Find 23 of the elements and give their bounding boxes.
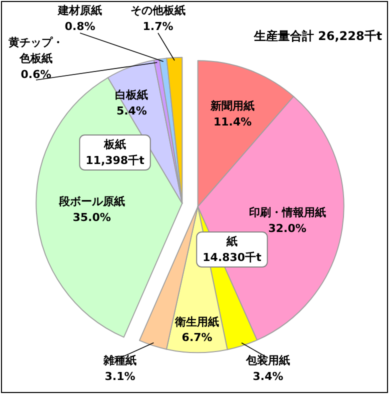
text: 板紙 11,398千t: [86, 138, 144, 167]
slice-label: 印刷・情報用紙: [248, 206, 326, 220]
slice-label: 雑種紙: [102, 354, 136, 367]
slice-label: 白板紙: [115, 88, 148, 102]
data-label: 3.4%: [252, 370, 284, 383]
data-label: 32.0%: [268, 222, 306, 236]
data-label: 11.4%: [214, 116, 252, 129]
slice-label: 新聞用紙: [210, 100, 255, 113]
slice-label: 包装用紙: [245, 354, 290, 367]
slice-label: 黄チップ・色板紙: [8, 36, 64, 65]
text: 生産量合計 26,228千t: [252, 29, 382, 43]
data-label: 35.0%: [72, 210, 111, 224]
text: 紙 14.830千t: [202, 235, 262, 264]
data-label: 1.7%: [142, 20, 174, 33]
slice-label: その他板紙: [130, 4, 186, 17]
data-label: 0.8%: [64, 20, 96, 33]
data-label: 6.7%: [182, 331, 212, 344]
slice-label: 建材原紙: [57, 4, 102, 17]
data-label: 3.1%: [104, 370, 136, 383]
data-label: 0.6%: [20, 68, 52, 81]
slice-label: 段ボール原紙: [58, 194, 125, 208]
data-label: 5.4%: [116, 104, 147, 118]
slice-label: 衛生用紙: [174, 315, 220, 328]
